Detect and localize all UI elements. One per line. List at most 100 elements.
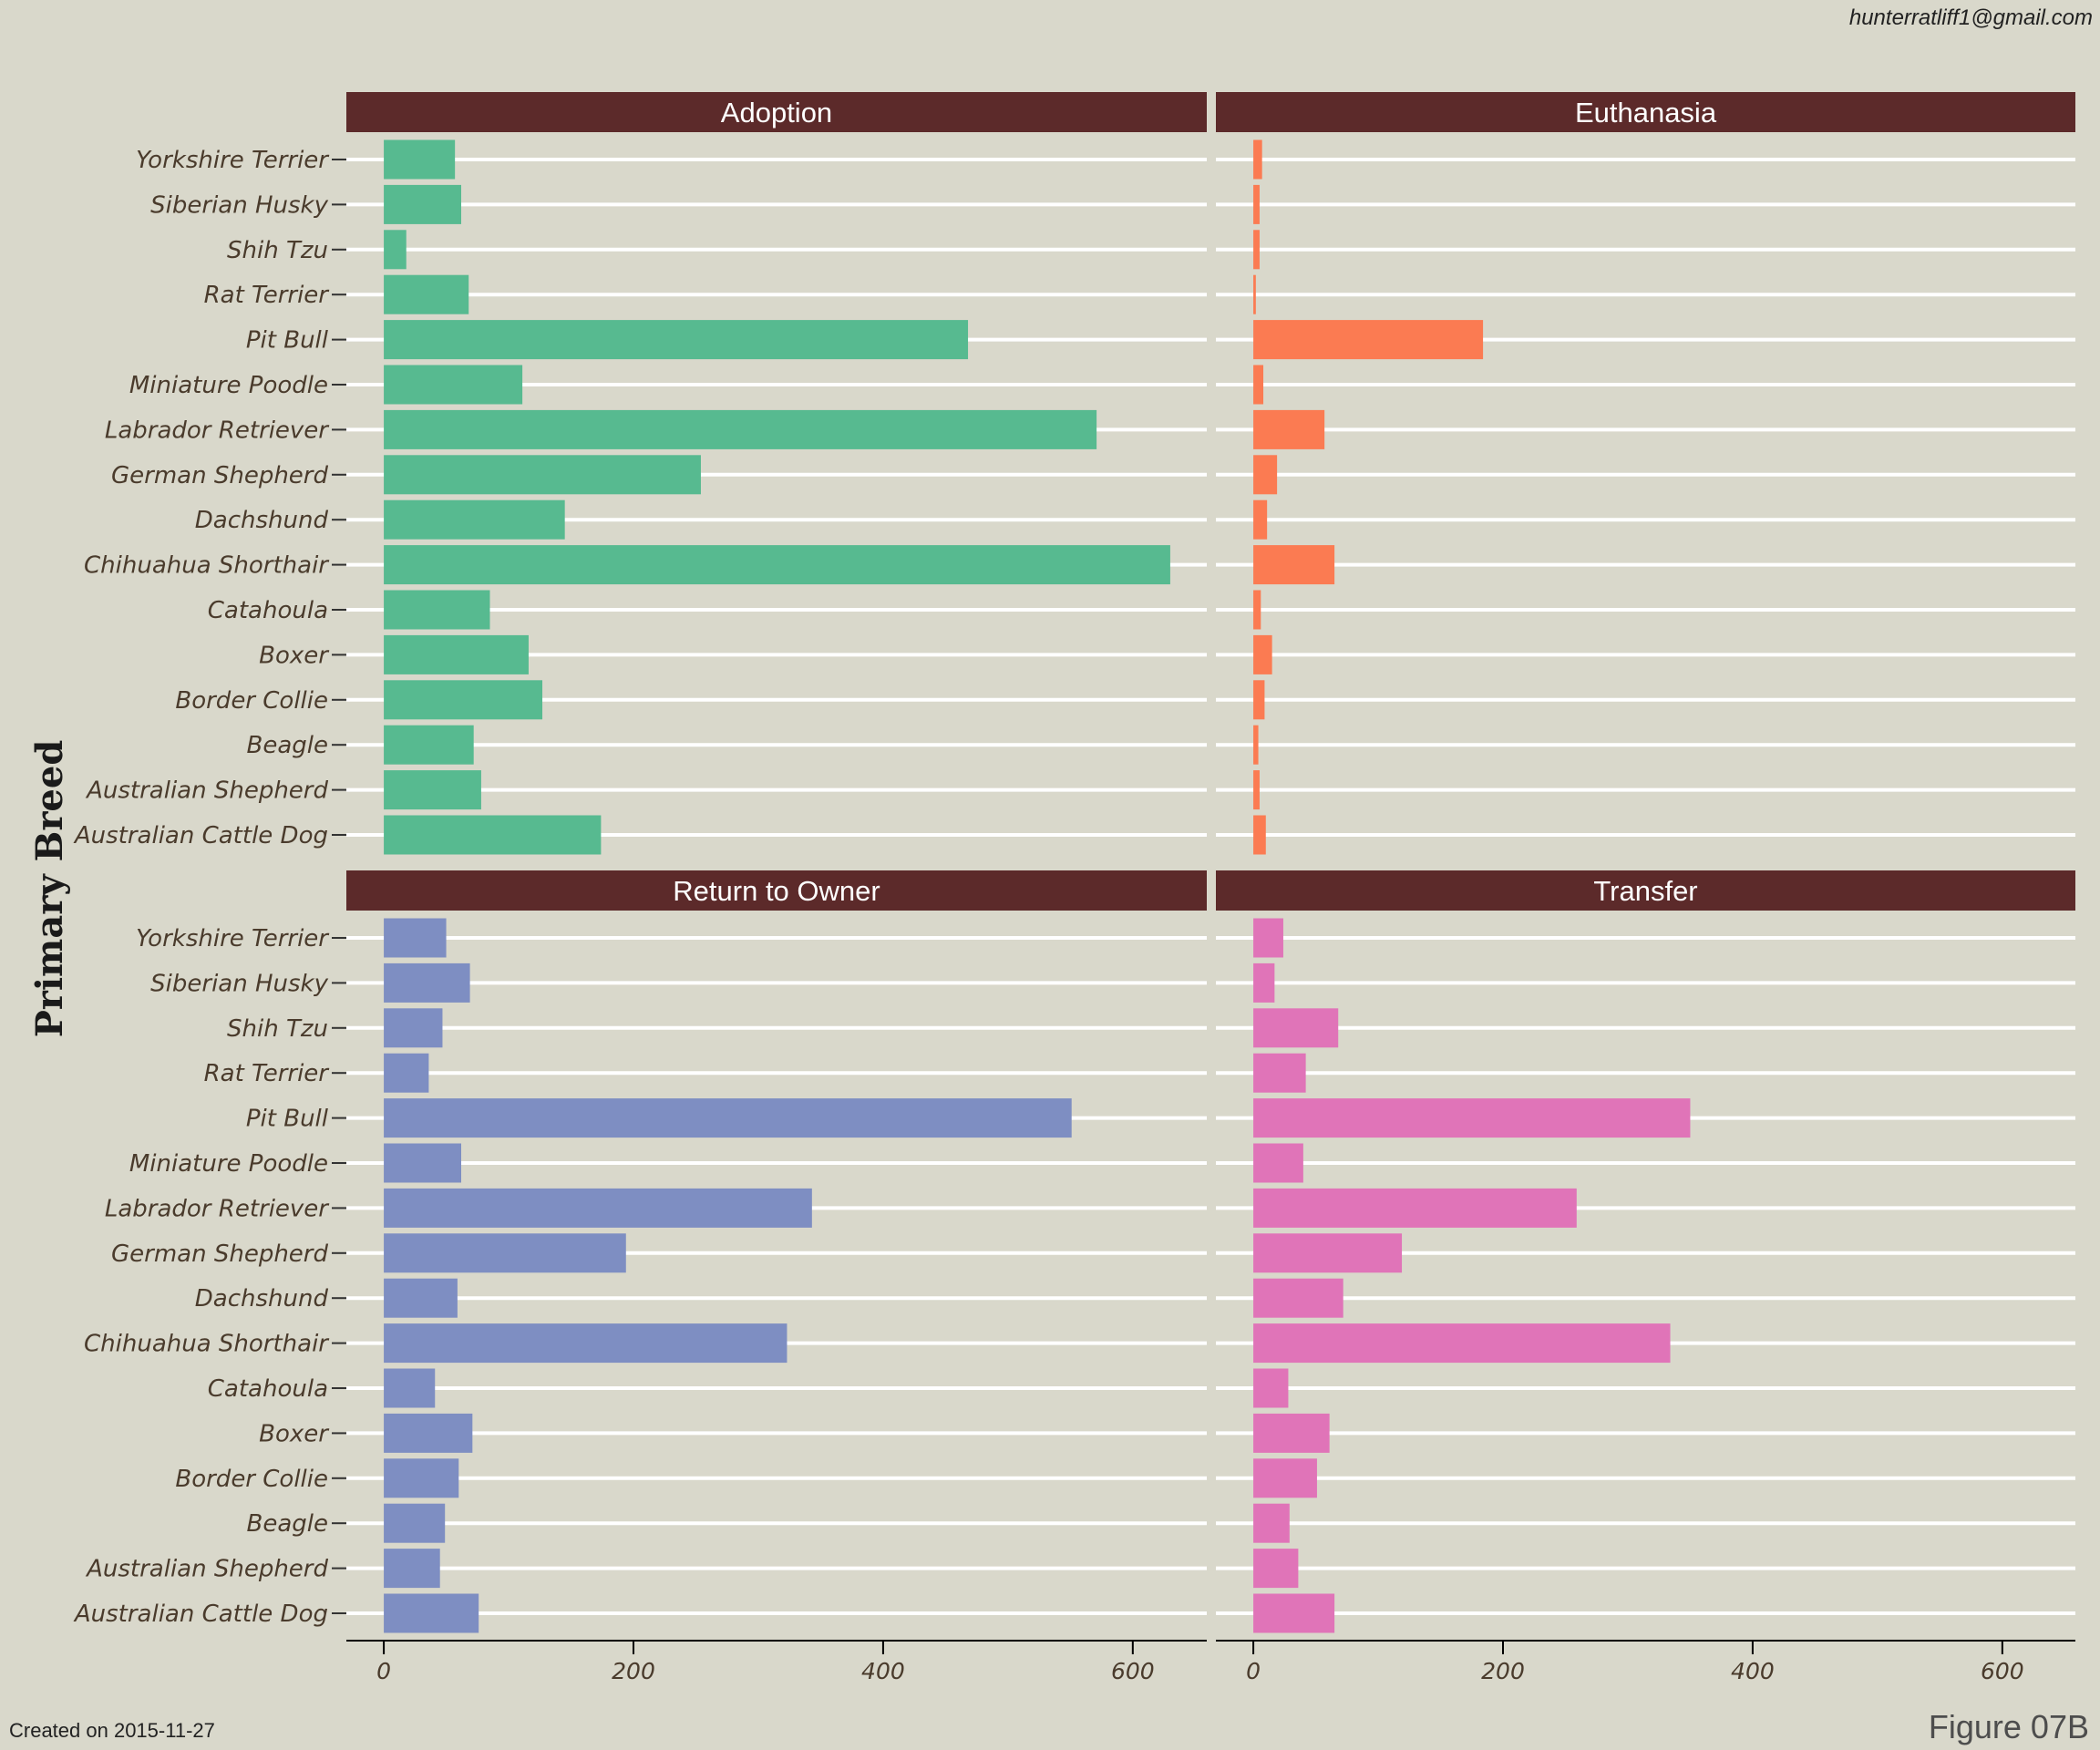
bar xyxy=(1253,455,1278,495)
bar xyxy=(1253,409,1325,449)
breed-label: Shih Tzu xyxy=(227,1015,328,1043)
bar xyxy=(1253,590,1261,630)
bar xyxy=(384,1368,436,1408)
bar xyxy=(1253,725,1259,765)
breed-label: Miniature Poodle xyxy=(129,1150,328,1178)
panel-title: Adoption xyxy=(721,97,832,129)
x-tick-label: 600 xyxy=(1981,1658,2024,1684)
x-tick-label: 0 xyxy=(376,1658,391,1684)
bar xyxy=(1253,1143,1303,1183)
panel-strip xyxy=(1216,870,2075,911)
author-email: hunterratliff1@gmail.com xyxy=(1848,5,2093,30)
x-tick-label: 0 xyxy=(1246,1658,1261,1684)
panel-strip xyxy=(1216,92,2075,132)
breed-label: Border Collie xyxy=(175,1466,328,1493)
bar xyxy=(1253,1233,1403,1273)
bar xyxy=(384,1549,440,1589)
bar xyxy=(1253,1188,1577,1228)
panel-title: Euthanasia xyxy=(1575,97,1717,129)
breed-label: Boxer xyxy=(259,1420,330,1447)
x-tick-label: 400 xyxy=(1731,1658,1775,1684)
bar xyxy=(1253,815,1266,855)
bar xyxy=(384,725,474,765)
bar xyxy=(384,184,461,224)
breed-label: Dachshund xyxy=(195,507,329,534)
breed-label: German Shepherd xyxy=(111,1240,328,1268)
breed-label: Pit Bull xyxy=(246,1106,329,1133)
bar xyxy=(1253,770,1260,810)
bar xyxy=(384,1413,473,1453)
x-tick-label: 600 xyxy=(1111,1658,1155,1684)
bar xyxy=(384,1053,429,1093)
bar xyxy=(1253,1593,1335,1633)
bar xyxy=(384,1098,1072,1138)
bar xyxy=(1253,1458,1317,1498)
bar xyxy=(1253,1503,1290,1543)
bar xyxy=(1253,139,1262,180)
breed-label: Labrador Retriever xyxy=(105,417,330,444)
breed-label: Catahoula xyxy=(208,597,328,624)
figure-label: Figure 07B xyxy=(1928,1708,2089,1745)
bar xyxy=(1253,1549,1299,1589)
bar xyxy=(1253,918,1283,958)
bar xyxy=(1253,184,1260,224)
bar xyxy=(384,918,447,958)
x-tick-label: 200 xyxy=(612,1658,655,1684)
bar xyxy=(1253,1278,1343,1318)
bar xyxy=(1253,1008,1339,1048)
breed-label: Australian Shepherd xyxy=(85,777,328,805)
bar xyxy=(1253,1368,1289,1408)
breed-label: German Shepherd xyxy=(111,462,328,489)
y-axis-title: Primary Breed xyxy=(28,740,71,1038)
bar xyxy=(384,590,490,630)
breed-label: Boxer xyxy=(259,642,330,669)
bar xyxy=(384,634,529,674)
bar xyxy=(384,1503,446,1543)
bar xyxy=(1253,499,1268,540)
bar xyxy=(1253,1053,1306,1093)
breed-label: Chihuahua Shorthair xyxy=(84,552,330,580)
breed-label: Shih Tzu xyxy=(227,237,328,264)
bar xyxy=(384,320,969,360)
bar xyxy=(384,1593,479,1633)
bar xyxy=(384,545,1170,585)
breed-label: Siberian Husky xyxy=(150,970,328,997)
breed-label: Yorkshire Terrier xyxy=(136,147,330,174)
breed-label: Australian Shepherd xyxy=(85,1556,328,1583)
x-tick-label: 400 xyxy=(861,1658,905,1684)
bar xyxy=(384,409,1097,449)
breed-label: Catahoula xyxy=(208,1375,328,1403)
breed-label: Miniature Poodle xyxy=(129,372,328,399)
bar xyxy=(384,1008,443,1048)
breed-label: Labrador Retriever xyxy=(105,1195,330,1222)
bar xyxy=(384,1278,458,1318)
bar xyxy=(1253,962,1275,1003)
bar xyxy=(384,230,407,270)
bar xyxy=(1253,274,1256,314)
panel-title: Return to Owner xyxy=(673,875,880,907)
bar xyxy=(384,455,701,495)
bar xyxy=(1253,1413,1330,1453)
bar xyxy=(1253,365,1264,405)
bar xyxy=(384,1233,626,1273)
bar xyxy=(384,365,523,405)
bar xyxy=(1253,545,1335,585)
bar xyxy=(384,1188,812,1228)
bar xyxy=(384,1323,788,1364)
x-tick-label: 200 xyxy=(1481,1658,1525,1684)
breed-label: Border Collie xyxy=(175,687,328,715)
bar xyxy=(384,962,470,1003)
bar xyxy=(1253,1323,1671,1364)
panel-title: Transfer xyxy=(1593,875,1697,907)
breed-label: Yorkshire Terrier xyxy=(136,925,330,952)
bar xyxy=(384,1143,461,1183)
bar xyxy=(1253,634,1272,674)
bar xyxy=(384,815,602,855)
breed-label: Pit Bull xyxy=(246,327,329,355)
bar xyxy=(1253,1098,1691,1138)
panel-strip xyxy=(346,92,1207,132)
breed-label: Beagle xyxy=(247,732,329,759)
bar xyxy=(1253,230,1260,270)
created-date: Created on 2015-11-27 xyxy=(9,1719,215,1742)
